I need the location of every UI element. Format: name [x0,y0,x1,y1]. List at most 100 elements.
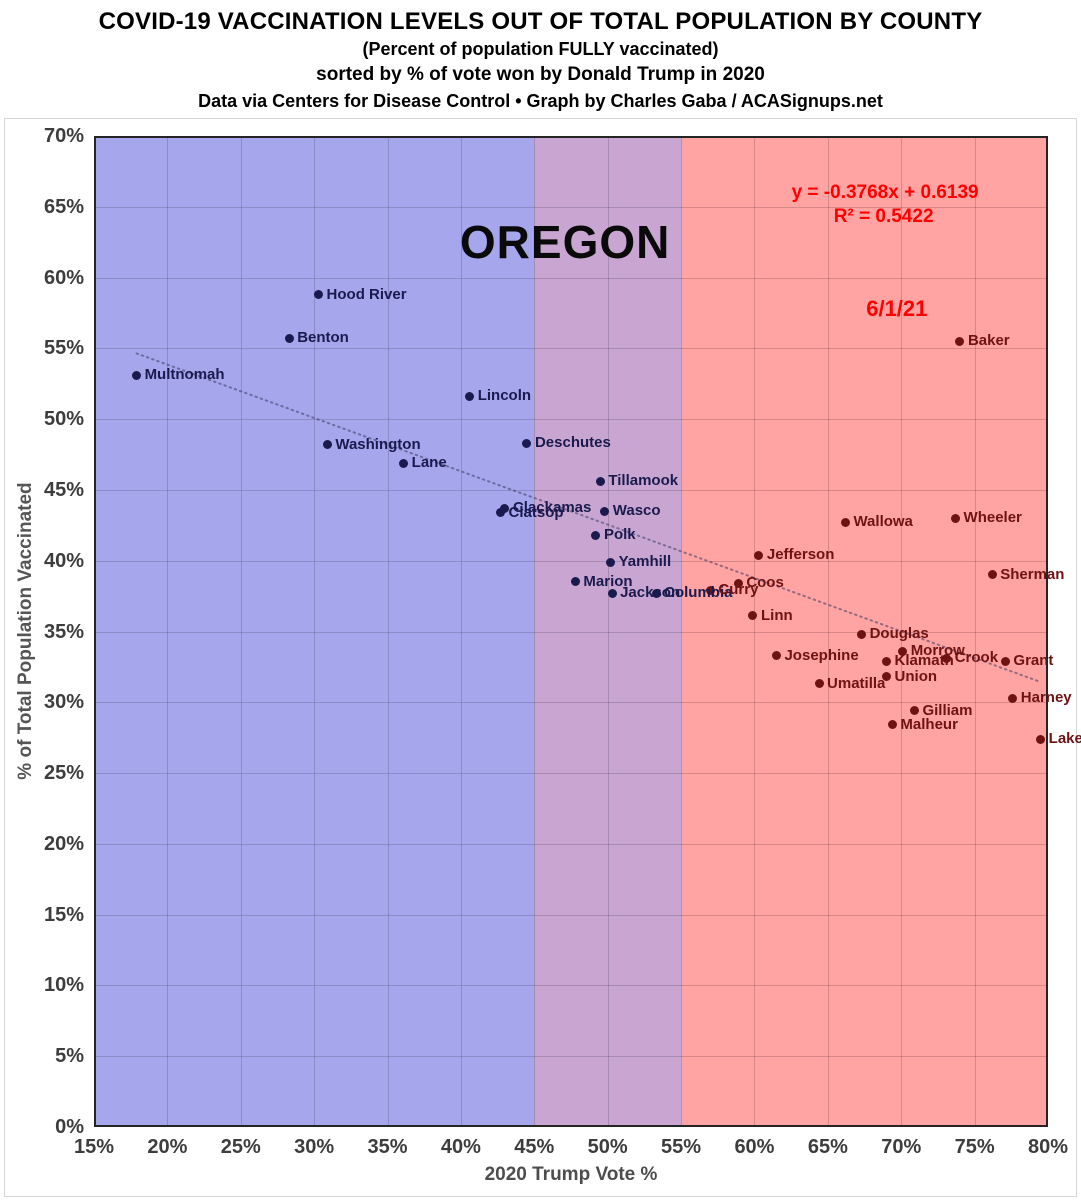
data-point-label: Wasco [612,502,661,520]
data-point-label: Crook [954,649,999,667]
data-point-wallowa [840,517,850,527]
vertical-gridline [460,136,462,1127]
r-squared: R² = 0.5422 [833,205,934,227]
horizontal-gridline [94,206,1048,208]
horizontal-gridline [94,985,1048,987]
y-tick-label: 0% [55,1116,84,1138]
x-tick-label: 70% [881,1136,922,1158]
data-point-morrow [898,646,908,656]
y-tick-label: 10% [43,974,84,997]
data-point-label: Jefferson [766,546,835,564]
data-point-label: Tillamook [608,472,679,490]
data-point-label: Wheeler [963,509,1022,527]
date-label: 6/1/21 [866,295,928,321]
data-point-washington [322,440,332,450]
data-point-deschutes [522,438,532,448]
data-point-sherman [987,570,997,580]
data-point-label: Polk [603,526,636,544]
data-point-josephine [771,651,781,661]
data-point-label: Lincoln [477,387,532,405]
data-point-union [882,672,892,682]
horizontal-gridline [94,773,1048,775]
vertical-gridline [387,136,389,1127]
equation: y = -0.3768x + 0.6139 [791,181,979,203]
data-point-harney [1008,693,1018,703]
vertical-gridline [240,136,242,1127]
x-axis-title: 2020 Trump Vote % [484,1164,658,1185]
horizontal-gridline [94,702,1048,704]
x-tick-label: 75% [954,1136,995,1158]
data-point-tillamook [595,476,605,486]
data-point-jefferson [754,550,764,560]
data-point-label: Klamath [894,652,954,670]
plot-area: Multnomah Benton Hood River Washington Lane L… [94,136,1081,1127]
data-point-label: Multnomah [144,366,225,384]
data-point-label: Morrow [910,642,965,660]
data-point-lake [1036,734,1046,744]
x-tick-label: 15% [73,1136,115,1158]
chart-title: COVID-19 VACCINATION LEVELS OUT OF TOTAL… [98,8,983,35]
data-point-douglas [857,629,867,639]
y-tick-label: 30% [43,691,84,714]
y-tick-label: 35% [43,620,84,643]
y-tick-label: 65% [43,195,84,218]
data-point-label: Coos [746,574,784,592]
y-tick-label: 70% [43,125,84,147]
horizontal-gridline [94,1056,1048,1058]
horizontal-gridline [94,277,1048,279]
data-point-label: Marion [583,572,633,590]
data-point-label: Lane [411,454,447,472]
data-point-label: Gilliam [922,701,973,719]
data-point-baker [955,336,965,346]
data-point-multnomah [132,370,142,380]
data-point-jackson [607,588,617,598]
vertical-gridline [974,136,976,1127]
data-point-label: Baker [967,332,1010,350]
y-tick-label: 20% [43,832,84,855]
x-tick-label: 45% [514,1136,555,1158]
data-point-malheur [887,720,897,730]
horizontal-gridline [94,914,1048,916]
horizontal-gridline [94,489,1048,491]
data-point-label: Yamhill [618,553,672,571]
data-point-label: Josephine [784,646,859,664]
y-tick-label: 55% [43,337,84,360]
data-point-lane [399,458,409,468]
data-point-label: Jackson [620,584,681,602]
vertical-gridline [534,136,536,1127]
vertical-gridline [681,136,683,1127]
chart-credit: Data via Centers for Disease Control • G… [198,91,883,111]
swing-zone-band [534,136,682,1127]
y-tick-label: 60% [43,266,84,289]
data-point-label: Malheur [900,715,958,733]
horizontal-gridline [94,560,1048,562]
horizontal-gridline [94,419,1048,421]
x-tick-label: 65% [807,1136,848,1158]
data-point-wheeler [951,513,961,523]
dem-zone-band [94,136,535,1127]
data-point-label: Hood River [326,285,407,303]
data-point-label: Clackamas [512,499,592,517]
data-point-label: Umatilla [827,674,886,692]
data-point-hood-river [314,290,324,300]
data-point-columbia [651,588,661,598]
horizontal-gridline [94,348,1048,350]
data-point-benton [284,333,294,343]
data-point-gilliam [909,706,919,716]
y-tick-label: 25% [43,762,84,785]
data-point-marion [570,577,580,587]
y-tick-label: 45% [43,478,84,501]
data-point-label: Harney [1020,689,1072,707]
x-tick-label: 40% [440,1136,481,1158]
vertical-gridline [607,136,609,1127]
data-point-label: Clatsop [508,503,564,521]
data-point-clackamas [500,503,510,513]
data-point-crook [942,653,952,663]
y-tick-label: 50% [43,408,84,431]
vertical-gridline [754,136,756,1127]
data-point-label: Washington [335,435,421,453]
data-point-label: Columbia [664,584,733,602]
vertical-gridline [314,136,316,1127]
data-point-label: Wallowa [853,513,913,531]
data-point-label: Benton [297,329,349,347]
